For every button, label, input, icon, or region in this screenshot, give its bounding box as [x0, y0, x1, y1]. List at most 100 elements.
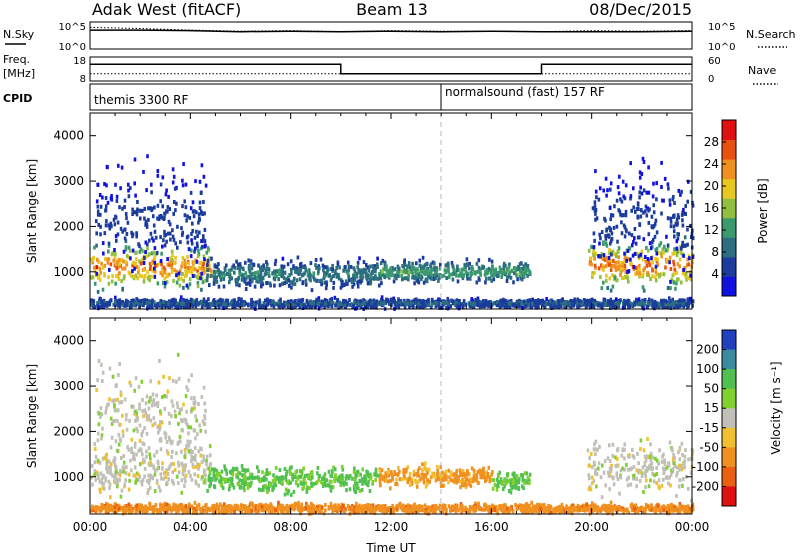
velocity-cell — [153, 489, 157, 493]
velocity-cell — [146, 417, 149, 422]
power-cell — [671, 197, 675, 202]
velocity-cell — [378, 481, 382, 486]
power-cell — [161, 244, 164, 249]
colorbar-swatch — [722, 256, 736, 277]
velocity-cell — [649, 463, 652, 468]
power-cell — [681, 218, 684, 223]
velocity-cell — [590, 475, 594, 480]
power-cell — [341, 279, 344, 284]
power-cell — [252, 302, 256, 307]
power-cell — [642, 188, 646, 193]
velocity-cell — [168, 376, 171, 381]
power-cell — [235, 259, 238, 264]
power-cell — [676, 213, 680, 218]
power-cell — [144, 273, 147, 278]
velocity-cell — [507, 479, 510, 484]
power-cell — [198, 261, 202, 266]
power-cell — [123, 198, 127, 203]
power-cell — [207, 302, 210, 307]
power-cell — [638, 190, 641, 195]
power-cell — [495, 273, 499, 278]
power-cell — [146, 305, 149, 310]
power-cell — [685, 302, 688, 307]
power-cell — [167, 231, 170, 236]
power-cell — [134, 300, 138, 305]
power-cell — [240, 298, 243, 303]
velocity-cell — [118, 478, 121, 483]
power-cell — [449, 304, 453, 309]
freq-label: Freq. — [3, 53, 30, 66]
power-cell — [628, 301, 631, 305]
power-cell — [105, 219, 108, 224]
power-cell — [352, 282, 356, 287]
velocity-cell — [146, 479, 149, 484]
power-cell — [585, 298, 589, 303]
power-cell — [385, 268, 389, 273]
power-cell — [179, 268, 182, 273]
velocity-cell — [234, 467, 237, 472]
power-cell — [222, 284, 226, 289]
power-cell — [632, 186, 635, 191]
velocity-cell — [205, 454, 209, 459]
velocity-cell — [680, 441, 684, 446]
velocity-cell — [105, 452, 109, 457]
velocity-cell — [389, 486, 392, 491]
power-cell — [104, 223, 108, 228]
velocity-cell — [100, 433, 104, 438]
power-cell — [131, 234, 134, 239]
power-cell — [241, 266, 245, 271]
power-cell — [256, 275, 259, 280]
power-cell — [495, 303, 499, 308]
power-cell — [683, 235, 687, 240]
power-cell — [334, 269, 337, 274]
power-cell — [129, 256, 132, 261]
power-cell — [669, 219, 673, 224]
power-cell — [437, 278, 440, 283]
cpid-frame — [89, 83, 693, 111]
power-cell — [190, 241, 194, 246]
power-cell — [441, 305, 444, 310]
velocity-cell — [655, 466, 658, 470]
power-cell — [675, 281, 678, 286]
power-cell — [620, 220, 623, 225]
power-cell — [646, 305, 649, 310]
power-cell — [248, 279, 252, 283]
power-cell — [116, 232, 120, 237]
velocity-cell — [498, 470, 501, 475]
power-cell — [118, 205, 121, 210]
power-cell — [244, 276, 248, 281]
power-cell — [125, 232, 129, 236]
power-cell — [120, 279, 123, 284]
power-cell — [99, 297, 102, 302]
power-cell — [148, 238, 151, 243]
velocity-cell — [398, 477, 402, 482]
velocity-cell — [135, 471, 139, 476]
power-cell — [202, 237, 205, 242]
velocity-cell — [123, 482, 127, 487]
velocity-cell — [115, 383, 118, 388]
power-cell — [615, 224, 619, 229]
velocity-cell — [627, 510, 631, 515]
power-cell — [393, 267, 397, 272]
power-cell — [592, 303, 595, 308]
power-cell — [355, 271, 358, 276]
power-cell — [640, 172, 644, 176]
power-cell — [621, 179, 625, 184]
power-cell — [163, 270, 166, 275]
velocity-cell — [130, 446, 133, 451]
power-cell — [348, 298, 351, 302]
power-cell — [374, 276, 378, 281]
velocity-cell — [308, 486, 311, 491]
power-cell — [153, 269, 157, 274]
velocity-cell — [231, 466, 235, 471]
power-cell — [362, 260, 366, 265]
velocity-cell — [120, 488, 124, 493]
power-cell — [124, 212, 128, 216]
power-cell — [113, 248, 116, 252]
velocity-cell — [367, 479, 370, 484]
velocity-cell — [333, 474, 337, 479]
velocity-cell — [171, 449, 174, 454]
power-cell — [597, 266, 601, 271]
power-cell — [99, 212, 102, 217]
power-cell — [352, 304, 355, 309]
